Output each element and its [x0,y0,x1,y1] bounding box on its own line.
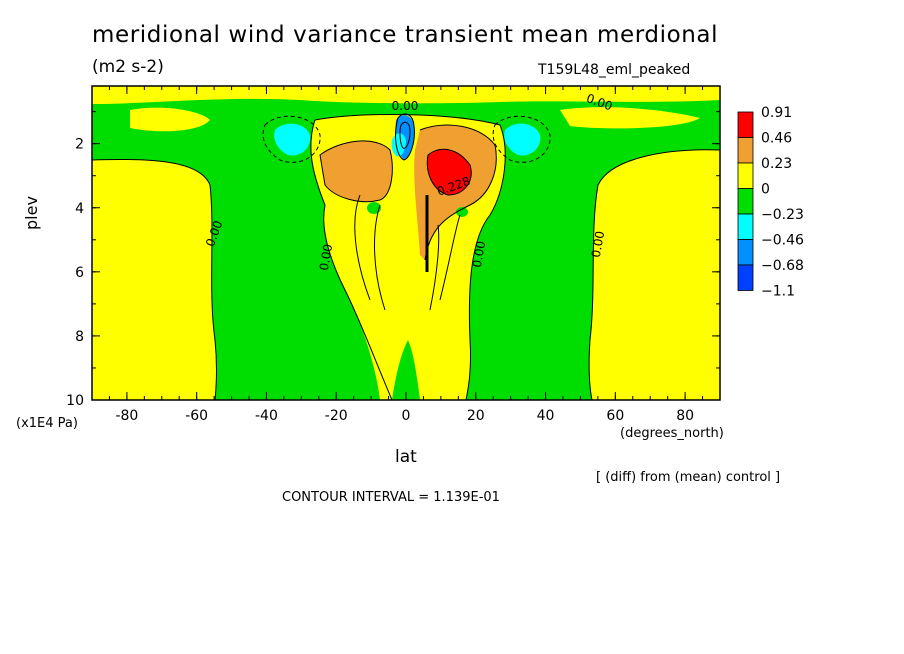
north-polar-positive [589,149,720,400]
cyan-south [274,123,311,156]
diff-note: [ (diff) from (mean) control ] [596,470,781,485]
south-polar-positive [92,159,217,400]
x-tick-label: 0 [402,408,411,424]
x-tick-label: 40 [537,408,555,424]
colorbar-label: −0.68 [761,258,804,274]
colorbar-swatch [737,162,754,189]
contour-neg-dashed-2 [492,115,551,163]
colorbar-swatch [737,213,754,240]
orange-left [320,140,393,202]
contour-fills [92,86,720,400]
y-tick-label: 8 [75,329,84,345]
red-max [427,149,472,195]
x-ticks: -80 -60 -40 -20 0 20 40 60 80 [91,86,721,424]
colorbar-swatch [737,111,754,138]
colorbar-label: 0.46 [761,131,792,147]
colorbar-label: 0 [761,182,770,198]
upper-right-patch [560,107,700,129]
contour-lines [91,113,721,401]
contour-zero-north [588,149,721,401]
contour-red [426,148,472,196]
x-tick-label: 60 [606,408,624,424]
x-tick-label: -60 [185,408,208,424]
contour-orange-right [419,124,497,261]
y-tick-label: 4 [75,201,84,217]
contour-label: 0.00 [317,243,335,272]
contour-zero-tropic-left [310,119,393,401]
y-ticks: 2 4 6 8 10 [66,111,720,409]
contour-inner-2 [374,204,440,311]
x-tick-label: -20 [325,408,348,424]
contour-equator-1 [395,113,415,161]
colorbar-label: −0.23 [761,207,804,223]
x-axis-units: (degrees_north) [620,426,724,441]
colorbar: 0.91 0.46 0.23 0 −0.23 −0.46 −0.68 −1.1 [737,105,804,300]
contour-equator-2 [399,121,411,149]
y-tick-label: 6 [75,265,84,281]
top-positive-strip [92,86,720,104]
contour-interval: CONTOUR INTERVAL = 1.139E-01 [282,490,500,505]
colorbar-label: 0.91 [761,105,792,121]
contour-label: 0.00 [589,230,607,259]
green-spot-b [456,207,468,217]
chart-units: (m2 s-2) [92,57,164,77]
run-label: T159L48_eml_peaked [538,62,691,78]
upper-left-patch [130,107,210,132]
x-axis-label: lat [395,447,417,467]
contour-label: 0.00 [470,240,488,269]
cyan-north [504,123,541,156]
colorbar-swatch [737,188,754,215]
colorbar-label: −1.1 [761,284,795,300]
contour-inner-1 [354,194,461,301]
x-tick-label: -80 [115,408,138,424]
colorbar-swatch [737,264,754,291]
contour-zero-tropic [314,114,506,401]
x-tick-label: -40 [255,408,278,424]
chart-title: meridional wind variance transient mean … [92,22,719,48]
colorbar-label: −0.46 [761,233,804,249]
colorbar-label: 0.23 [761,156,792,172]
green-spot-a [367,202,381,214]
colorbar-swatch [737,239,754,266]
x-tick-label: 80 [676,408,694,424]
contour-zero-south [91,158,218,401]
y-tick-label: 10 [66,393,84,409]
y-tick-label: 2 [75,137,84,153]
contour-orange-left [319,140,393,203]
contour-label: 0.00 [392,99,419,113]
x-tick-label: 20 [467,408,485,424]
contour-neg-dashed-1 [262,115,321,163]
colorbar-swatch [737,137,754,164]
y-axis-units: (x1E4 Pa) [16,416,78,431]
